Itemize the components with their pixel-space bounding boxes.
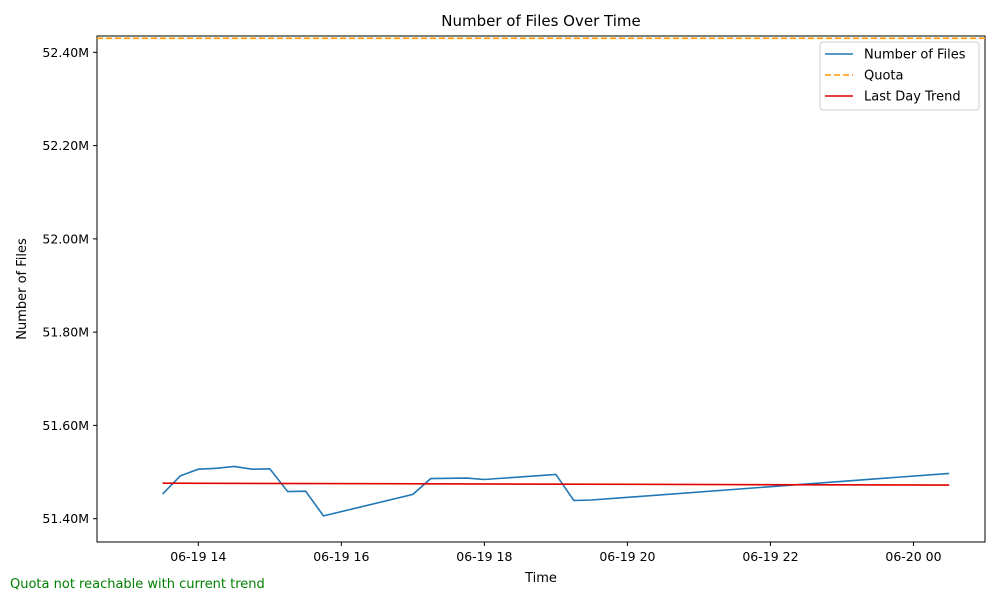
y-tick-label: 51.40M (42, 511, 89, 526)
legend-label: Quota (864, 69, 904, 84)
y-axis-label: Number of Files (15, 238, 30, 340)
legend-label: Number of Files (864, 48, 966, 63)
x-tick-label: 06-19 20 (599, 549, 655, 564)
series-line-last-day-trend (162, 482, 950, 486)
x-tick-label: 06-19 16 (313, 549, 369, 564)
chart-title: Number of Files Over Time (441, 12, 641, 30)
quota-status-note: Quota not reachable with current trend (10, 577, 265, 592)
y-tick-label: 52.40M (42, 45, 89, 60)
x-tick-label: 06-19 22 (742, 549, 798, 564)
series-line-number-of-files (162, 465, 950, 517)
y-tick-label: 51.80M (42, 325, 89, 340)
x-tick-label: 06-19 14 (170, 549, 226, 564)
y-tick-label: 52.00M (42, 231, 89, 246)
x-tick-label: 06-20 00 (885, 549, 941, 564)
x-axis: 06-19 14 06-19 16 06-19 18 06-19 20 06-19 22… (170, 542, 942, 564)
series-layer (97, 37, 985, 517)
x-axis-label: Time (524, 571, 557, 586)
legend: Number of Files Quota Last Day Trend (819, 41, 980, 111)
x-tick-label: 06-19 18 (456, 549, 512, 564)
legend-box (819, 41, 980, 111)
y-tick-label: 52.20M (42, 138, 89, 153)
plot-area (96, 35, 986, 543)
legend-label: Last Day Trend (864, 90, 961, 105)
y-tick-label: 51.60M (42, 418, 89, 433)
y-axis: 51.40M 51.60M 51.80M 52.00M 52.20M 52.40M (42, 45, 97, 526)
